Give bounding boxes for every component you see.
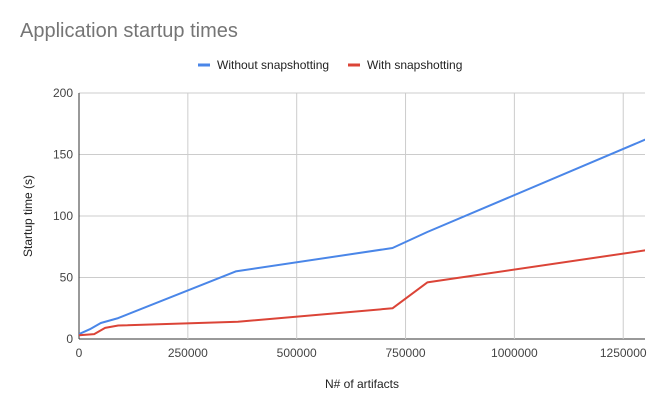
legend-label: Without snapshotting [217,58,329,72]
x-tick-label: 1250000 [600,346,647,360]
y-tick-label: 50 [60,271,74,285]
x-tick-label: 750000 [386,346,426,360]
x-tick-label: 1000000 [491,346,538,360]
y-tick-label: 100 [53,209,73,223]
legend-label: With snapshotting [367,58,462,72]
x-axis-title: N# of artifacts [325,377,399,391]
series-line-with-snapshotting [79,249,645,337]
y-axis-title: Startup time (s) [21,175,35,257]
y-tick-label: 200 [53,86,73,100]
series-line-without-snapshotting [79,138,645,336]
gridlines [78,92,645,340]
x-tick-label: 500000 [277,346,317,360]
x-tick-label: 250000 [168,346,208,360]
y-tick-label: 150 [53,148,73,162]
tick-labels: 0 50 100 150 200 0 250000 500000 750000 1000000 12… [53,86,647,360]
x-tick-label: 0 [76,346,83,360]
y-tick-label: 0 [66,332,73,346]
series-lines [79,138,645,337]
chart-title: Application startup times [20,20,238,42]
legend: Without snapshotting With snapshotting [198,58,462,72]
